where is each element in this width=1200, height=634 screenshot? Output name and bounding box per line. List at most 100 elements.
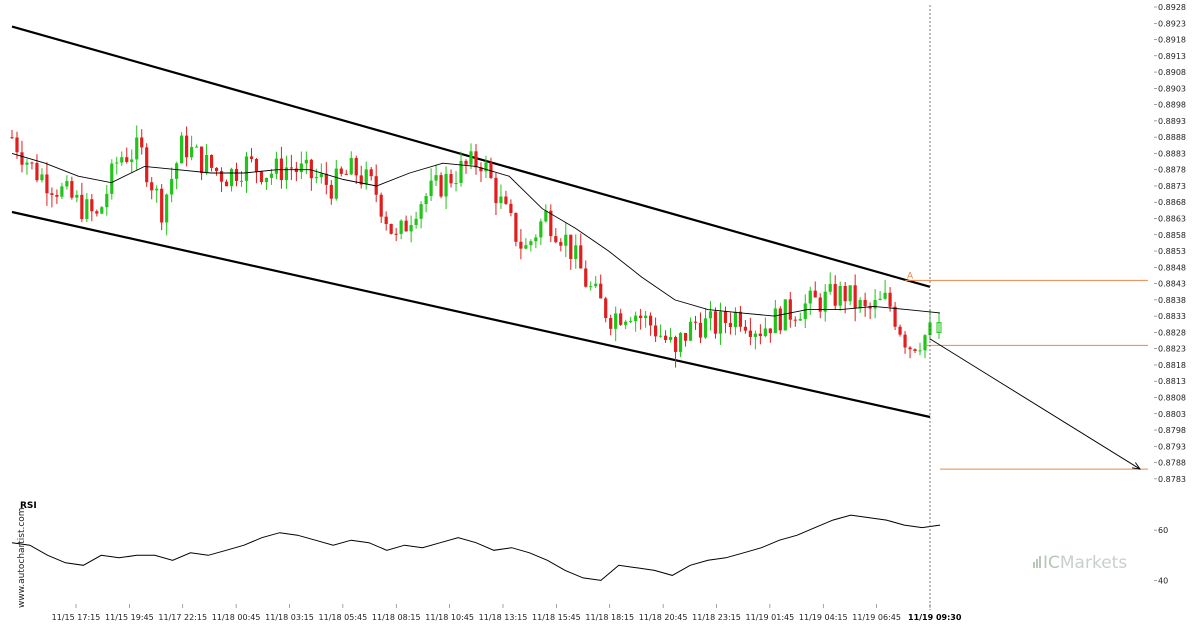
candle-up — [574, 245, 578, 259]
candle-up — [624, 321, 628, 325]
candle-down — [214, 167, 219, 172]
price-tick-label: 0.8883 — [1158, 149, 1186, 158]
candle-down — [404, 220, 408, 232]
candle-down — [369, 169, 373, 177]
price-tick-label: 0.8928 — [1158, 3, 1186, 12]
candle-down — [663, 335, 668, 340]
price-tick-label: 0.8848 — [1158, 263, 1186, 272]
candle-down — [30, 162, 34, 164]
candle-up — [314, 177, 318, 179]
candle-up — [539, 221, 543, 238]
candle-down — [10, 137, 14, 139]
candle-down — [653, 325, 658, 337]
candle-up — [110, 163, 114, 194]
candle-up — [100, 207, 104, 214]
candle-up — [264, 177, 269, 183]
price-tick-label: 0.8868 — [1158, 198, 1186, 207]
candle-down — [579, 245, 583, 269]
time-tick-label: 11/15 17:15 — [52, 613, 101, 622]
candle-up — [878, 298, 882, 300]
candle-up — [419, 204, 423, 219]
candle-up — [25, 162, 29, 165]
candle-up — [229, 168, 234, 187]
candle-up — [703, 318, 708, 338]
candle-up — [534, 237, 538, 242]
price-tick-label: 0.8853 — [1158, 247, 1186, 256]
time-tick-label: 11/18 03:15 — [265, 613, 314, 622]
candle-down — [833, 284, 837, 306]
candle-down — [504, 196, 508, 204]
candle-down — [758, 333, 762, 337]
candle-down — [479, 167, 483, 172]
candle-up — [170, 178, 174, 195]
time-tick-label: 11/18 13:15 — [479, 613, 528, 622]
candle-up — [678, 332, 683, 352]
candle-down — [70, 181, 74, 198]
candle-down — [908, 347, 912, 350]
candle-down — [389, 223, 393, 234]
candle-down — [599, 283, 603, 299]
time-tick-label: 11/18 08:15 — [372, 613, 421, 622]
price-tick-label: 0.8863 — [1158, 215, 1186, 224]
candle-up — [644, 315, 648, 319]
candle-up — [808, 290, 812, 304]
candle-up — [873, 299, 877, 309]
source-watermark: www.autochartist.com — [17, 507, 27, 608]
candle-down — [464, 160, 468, 165]
candle-down — [289, 167, 293, 169]
candle-down — [439, 175, 443, 197]
candle-down — [489, 162, 493, 178]
price-tick-label: 0.8893 — [1158, 117, 1186, 126]
candle-up — [75, 194, 79, 198]
candle-down — [554, 236, 558, 243]
candle-up — [204, 154, 209, 174]
candle-up — [803, 303, 807, 320]
candle-down — [384, 216, 388, 224]
candle-down — [903, 334, 907, 348]
candle-up — [823, 291, 827, 312]
candle-up — [454, 182, 458, 184]
rsi-tick-label: 60 — [1158, 526, 1168, 535]
rsi-line — [11, 514, 941, 581]
brand-bars-icon — [1033, 556, 1041, 568]
candle-down — [494, 177, 498, 204]
candle-up — [928, 322, 932, 336]
candle-down — [738, 311, 743, 327]
candle-down — [474, 151, 478, 168]
candle-up — [349, 158, 353, 175]
time-tick-label: 11/18 10:45 — [425, 613, 474, 622]
candle-down — [619, 313, 623, 325]
brand-suffix: Markets — [1060, 553, 1127, 573]
price-tick-label: 0.8838 — [1158, 296, 1186, 305]
candle-up — [334, 168, 338, 199]
candle-up — [773, 308, 777, 334]
candle-up — [459, 160, 463, 183]
brand-prefix: IC — [1043, 553, 1060, 573]
candle-up — [444, 174, 448, 197]
time-tick-label: 11/18 18:15 — [585, 613, 634, 622]
lower-channel-line — [11, 210, 931, 419]
candle-up — [409, 225, 413, 232]
candle-up — [718, 311, 723, 334]
candle-down — [309, 159, 313, 179]
candle-up — [135, 137, 139, 160]
candle-down — [743, 326, 748, 331]
pattern-marker-label: A — [907, 271, 914, 281]
candle-up — [798, 319, 802, 321]
candle-up — [165, 194, 169, 223]
price-tick-label: 0.8888 — [1158, 133, 1186, 142]
price-tick-label: 0.8783 — [1158, 475, 1186, 484]
candle-up — [524, 245, 528, 249]
candle-up — [239, 180, 244, 182]
price-tick-label: 0.8908 — [1158, 68, 1186, 77]
candle-down — [788, 299, 792, 320]
candle-down — [768, 328, 772, 334]
candle-up — [499, 196, 503, 204]
candle-up — [753, 333, 757, 337]
candle-up — [658, 335, 663, 337]
candle-down — [604, 298, 608, 319]
candle-up — [589, 286, 593, 288]
price-tick-label: 0.8858 — [1158, 231, 1186, 240]
candle-down — [80, 194, 84, 219]
